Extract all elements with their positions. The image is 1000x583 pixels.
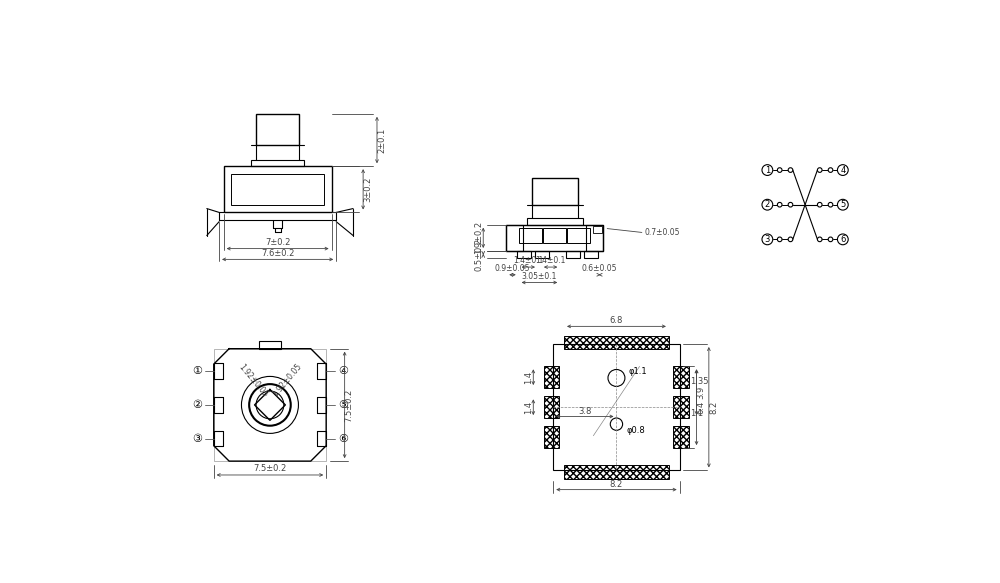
Bar (519, 228, 542, 243)
Bar (517, 251, 531, 258)
Text: 5: 5 (840, 200, 845, 209)
Bar (532, 178, 578, 205)
Bar (567, 228, 590, 243)
Text: ①: ① (192, 366, 202, 376)
Text: 1.4±0.1: 1.4±0.1 (513, 257, 543, 265)
Circle shape (762, 234, 773, 245)
Text: 6.8: 6.8 (610, 317, 623, 325)
Circle shape (817, 237, 822, 242)
Text: 1.92±0.05: 1.92±0.05 (271, 362, 303, 399)
Text: 6.4: 6.4 (697, 401, 706, 414)
Circle shape (837, 164, 848, 175)
Circle shape (828, 237, 833, 242)
Circle shape (837, 234, 848, 245)
Circle shape (817, 202, 822, 207)
Text: 3±0.2: 3±0.2 (363, 177, 372, 202)
Text: 3.05±0.1: 3.05±0.1 (522, 272, 557, 281)
Text: 1.1: 1.1 (690, 409, 703, 418)
Text: 0.6±0.05: 0.6±0.05 (582, 264, 617, 273)
Text: 7.5±0.2: 7.5±0.2 (253, 464, 287, 473)
Text: 3: 3 (765, 235, 770, 244)
Text: 0.7±0.05: 0.7±0.05 (644, 228, 680, 237)
Text: 7±0.2: 7±0.2 (265, 238, 290, 247)
Bar (593, 226, 602, 233)
Bar (506, 224, 523, 251)
Text: 2: 2 (765, 200, 770, 209)
Text: 1: 1 (765, 166, 770, 174)
Circle shape (788, 202, 793, 207)
Circle shape (762, 199, 773, 210)
Bar (566, 251, 580, 258)
Bar (506, 224, 603, 251)
Bar (527, 218, 583, 224)
Text: 1.4±0.1: 1.4±0.1 (535, 257, 566, 265)
Text: ⑤: ⑤ (338, 400, 348, 410)
Bar (673, 366, 689, 388)
Text: ②: ② (192, 400, 202, 410)
Text: φ0.8: φ0.8 (626, 426, 645, 435)
Bar (673, 427, 689, 448)
Text: 4: 4 (840, 166, 845, 174)
Circle shape (788, 168, 793, 173)
Text: 3.9: 3.9 (696, 385, 705, 399)
Circle shape (788, 237, 793, 242)
Text: 0.9±0.05: 0.9±0.05 (495, 264, 530, 273)
Bar (553, 344, 680, 470)
Text: ⑥: ⑥ (338, 434, 348, 444)
Text: 1.4: 1.4 (524, 401, 533, 414)
Text: 7.6±0.2: 7.6±0.2 (261, 249, 294, 258)
Bar (673, 396, 689, 418)
Bar (564, 465, 669, 479)
Bar (256, 114, 299, 145)
Bar (586, 224, 603, 251)
Bar (544, 396, 559, 418)
Bar (564, 336, 669, 349)
Bar (544, 366, 559, 388)
Text: 1.4: 1.4 (524, 371, 533, 384)
Text: 3.8: 3.8 (578, 406, 592, 416)
Bar (231, 174, 324, 205)
Circle shape (837, 199, 848, 210)
Text: 7.5±0.2: 7.5±0.2 (345, 388, 354, 422)
Bar (535, 251, 549, 258)
Circle shape (762, 164, 773, 175)
Circle shape (817, 168, 822, 173)
Text: 1.35: 1.35 (690, 377, 709, 385)
Circle shape (608, 370, 625, 387)
Circle shape (828, 168, 833, 173)
Circle shape (777, 202, 782, 207)
Bar (224, 166, 332, 212)
Circle shape (777, 168, 782, 173)
Text: 6: 6 (840, 235, 846, 244)
Text: 0.5±0.2: 0.5±0.2 (474, 238, 483, 271)
Text: ③: ③ (192, 434, 202, 444)
Circle shape (828, 202, 833, 207)
Bar (584, 251, 598, 258)
Bar (214, 349, 326, 461)
Circle shape (610, 418, 623, 430)
Text: ④: ④ (338, 366, 348, 376)
Text: φ1.1: φ1.1 (629, 367, 647, 376)
Bar (251, 160, 304, 166)
Bar (543, 228, 566, 243)
Text: 8.2: 8.2 (710, 401, 719, 414)
Circle shape (777, 237, 782, 242)
Bar (544, 427, 559, 448)
Text: 1.92±0.05: 1.92±0.05 (237, 362, 269, 399)
Text: 1.9±0.2: 1.9±0.2 (474, 222, 483, 254)
Bar (259, 341, 281, 349)
Text: 2±0.1: 2±0.1 (377, 128, 386, 153)
Text: 8.2: 8.2 (610, 480, 623, 489)
